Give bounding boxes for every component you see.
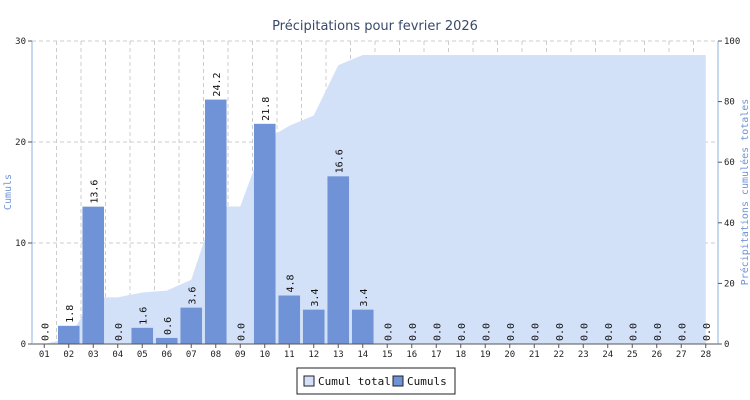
data-label: 0.0 [481,323,492,341]
data-label: 0.0 [702,323,713,341]
x-tick-label: 11 [284,350,295,360]
data-label: 0.0 [604,323,615,341]
x-tick-label: 25 [627,350,638,360]
data-label: 0.0 [432,323,443,341]
x-tick-label: 26 [651,350,662,360]
x-tick-label: 07 [186,350,197,360]
x-tick-label: 06 [161,350,172,360]
data-label: 0.0 [628,323,639,341]
bar-08 [204,99,227,344]
x-tick-label: 17 [431,350,442,360]
y-tick-label-right: 100 [724,37,740,47]
bar-12 [302,309,325,344]
legend-swatch-cumul-total [303,375,315,387]
y-tick-label-right: 60 [724,158,735,168]
data-label: 13.6 [89,180,100,204]
data-label: 0.0 [653,323,664,341]
data-label: 21.8 [261,97,272,121]
data-label: 0.0 [457,323,468,341]
data-label: 0.0 [530,323,541,341]
cumulative-total-area [44,54,706,345]
x-tick-label: 03 [88,350,99,360]
bars [57,99,374,344]
data-label: 3.6 [187,287,198,305]
data-label: 16.6 [334,149,345,173]
x-tick-label: 08 [210,350,221,360]
x-tick-label: 28 [700,350,711,360]
x-tick-label: 21 [529,350,540,360]
data-label: 0.0 [579,323,590,341]
y-axis-label-right: Précipitations cumulées totales [739,99,750,286]
axes: 0 10 20 30 0 20 40 60 80 100 01 02 03 04 05 06 07 08 09 10 1… [15,37,740,360]
x-tick-label: 14 [357,350,368,360]
x-tick-label: 09 [235,350,246,360]
data-label: 0.0 [236,323,247,341]
x-tick-label: 10 [259,350,270,360]
data-label: 1.6 [138,307,149,325]
data-label: 3.4 [310,289,321,307]
bar-11 [278,295,301,344]
data-label: 0.0 [408,323,419,341]
data-labels: 0.0 1.8 13.6 0.0 1.6 0.6 3.6 24.2 0.0 21.8 4.8 3.4 1… [40,72,713,341]
x-tick-label: 20 [504,350,515,360]
legend: Cumul total Cumuls [296,367,456,395]
y-tick-label-right: 80 [724,98,735,108]
chart-title: Précipitations pour fevrier 2026 [272,19,478,34]
x-tick-label: 05 [137,350,148,360]
y-tick-label-right: 20 [724,279,735,289]
y-tick-label-left: 20 [15,138,26,148]
y-tick-label-right: 0 [724,340,729,350]
data-label: 0.0 [40,323,51,341]
y-tick-label-right: 40 [724,219,735,229]
legend-box [296,367,456,395]
x-tick-label: 19 [480,350,491,360]
bar-06 [155,337,178,344]
legend-swatch-cumuls [392,375,404,387]
y-tick-label-left: 30 [15,37,26,47]
bar-05 [131,327,154,344]
y-axis-label-left: Cumuls [3,174,14,210]
x-tick-label: 01 [39,350,50,360]
data-label: 0.0 [555,323,566,341]
legend-label-cumul-total: Cumul total [318,375,391,388]
data-label: 0.0 [383,323,394,341]
bar-02 [57,325,80,344]
x-tick-label: 04 [112,350,123,360]
data-label: 1.8 [65,305,76,323]
bar-14 [351,309,374,344]
data-label: 0.0 [677,323,688,341]
x-tick-label: 27 [676,350,687,360]
bar-03 [82,206,105,344]
data-label: 0.0 [114,323,125,341]
data-label: 0.6 [163,317,174,335]
x-tick-label: 23 [578,350,589,360]
data-label: 0.0 [506,323,517,341]
x-tick-label: 15 [382,350,393,360]
x-tick-label: 02 [63,350,74,360]
x-tick-label: 24 [602,350,613,360]
bar-07 [180,307,203,344]
x-tick-label: 18 [455,350,466,360]
legend-label-cumuls: Cumuls [407,375,447,388]
x-tick-label: 16 [406,350,417,360]
y-tick-label-left: 0 [21,340,26,350]
y-tick-label-left: 10 [15,239,26,249]
data-label: 4.8 [285,274,296,292]
bar-13 [327,176,350,344]
cumulative-area [44,54,706,345]
x-tick-label: 12 [308,350,319,360]
data-label: 3.4 [359,289,370,307]
x-tick-label: 22 [553,350,564,360]
bar-10 [253,123,276,344]
x-tick-label: 13 [333,350,344,360]
data-label: 24.2 [212,72,223,96]
